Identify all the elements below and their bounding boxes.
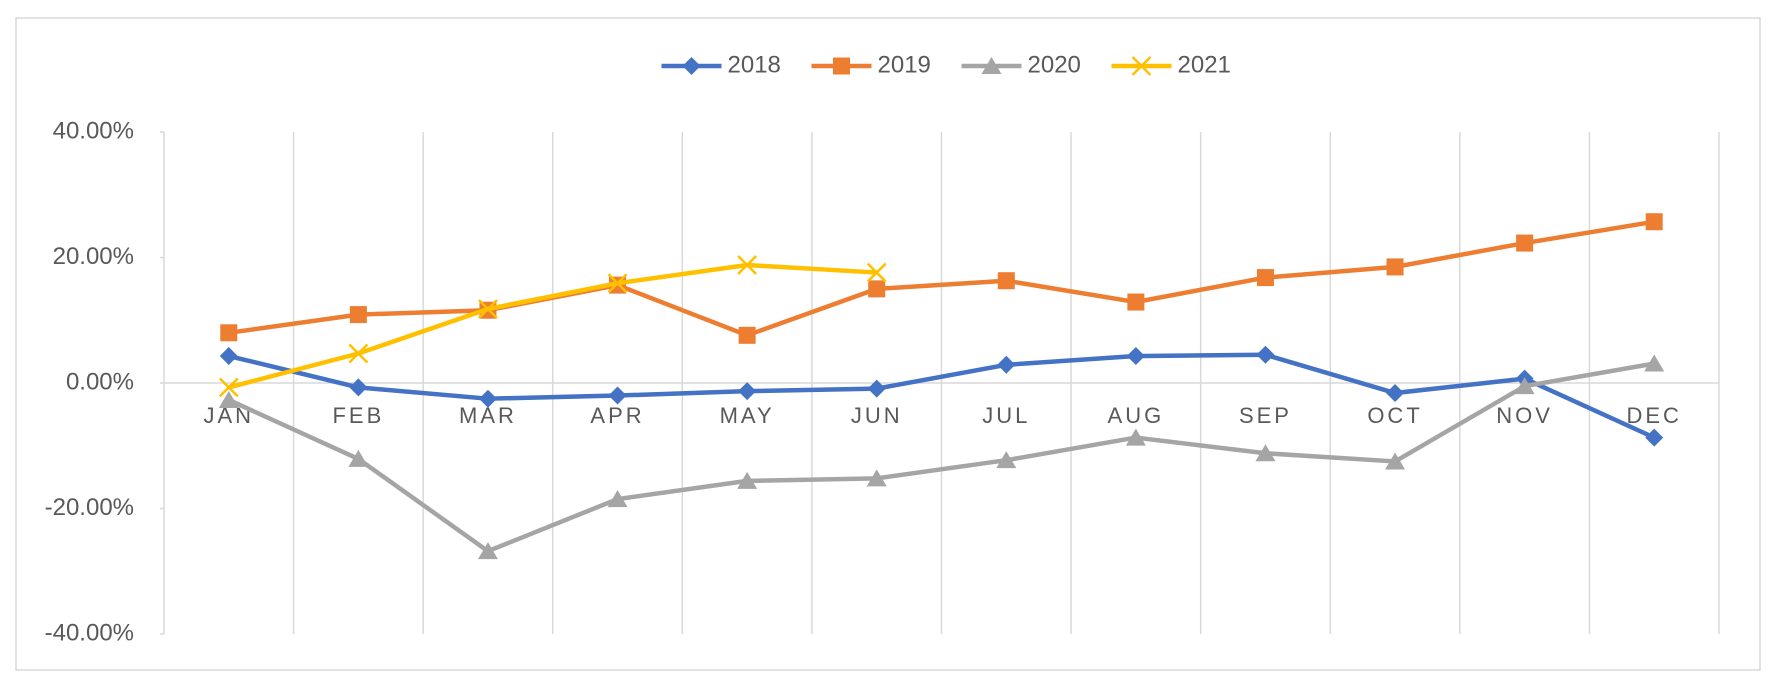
legend-label: 2018 xyxy=(728,51,781,78)
x-tick-label: NOV xyxy=(1496,403,1553,428)
legend-marker xyxy=(981,57,1002,74)
point xyxy=(737,255,758,275)
series-line xyxy=(228,262,877,390)
point xyxy=(1256,345,1275,364)
legend-marker xyxy=(682,57,701,75)
x-tick-label: MAY xyxy=(720,403,775,428)
series-line xyxy=(228,219,1655,338)
point xyxy=(607,273,628,294)
point xyxy=(1125,428,1146,446)
point xyxy=(866,262,887,283)
x-tick-label: OCT xyxy=(1367,403,1422,428)
point xyxy=(867,379,886,398)
point xyxy=(348,449,369,467)
y-tick-label: -40.00% xyxy=(45,619,134,646)
point xyxy=(1255,444,1276,462)
point xyxy=(477,542,498,560)
point xyxy=(1386,384,1405,403)
x-tick-label: DEC xyxy=(1626,403,1681,428)
point xyxy=(738,326,756,344)
point xyxy=(1645,213,1663,231)
point xyxy=(608,386,627,405)
point xyxy=(737,471,758,489)
chart-border xyxy=(15,17,1761,671)
x-tick-label: AUG xyxy=(1108,403,1165,428)
point xyxy=(1127,293,1145,311)
point xyxy=(996,451,1017,469)
series-line xyxy=(228,352,1656,440)
point xyxy=(1514,377,1535,395)
point xyxy=(349,378,368,397)
point xyxy=(1385,452,1406,470)
point xyxy=(220,324,238,342)
point xyxy=(868,280,886,298)
series-line xyxy=(227,361,1655,554)
legend-marker xyxy=(833,57,850,75)
y-tick-label: 40.00% xyxy=(53,117,134,144)
y-tick-label: -20.00% xyxy=(45,494,134,521)
legend-label: 2019 xyxy=(878,51,931,78)
point xyxy=(349,306,367,324)
point xyxy=(1126,347,1145,366)
point xyxy=(219,347,238,366)
x-tick-label: MAR xyxy=(459,403,517,428)
point xyxy=(1516,234,1534,252)
x-tick-label: JUN xyxy=(851,403,903,428)
point xyxy=(1256,269,1274,287)
y-tick-label: 20.00% xyxy=(53,243,134,270)
point xyxy=(1645,428,1664,447)
point xyxy=(1386,258,1404,276)
point xyxy=(607,490,628,508)
point xyxy=(997,272,1015,290)
x-tick-label: APR xyxy=(590,403,644,428)
point xyxy=(218,390,239,408)
point xyxy=(866,469,887,487)
y-tick-label: 0.00% xyxy=(66,368,134,395)
x-tick-label: SEP xyxy=(1239,403,1292,428)
point xyxy=(997,355,1016,374)
x-tick-label: JUL xyxy=(982,403,1030,428)
point xyxy=(1644,354,1665,372)
legend-label: 2021 xyxy=(1178,51,1231,78)
legend-marker xyxy=(1131,56,1152,76)
x-tick-label: FEB xyxy=(332,403,384,428)
legend-label: 2020 xyxy=(1028,51,1081,78)
point xyxy=(478,389,497,408)
point xyxy=(348,343,369,364)
point xyxy=(738,382,757,401)
point xyxy=(218,377,239,398)
point xyxy=(478,299,498,319)
